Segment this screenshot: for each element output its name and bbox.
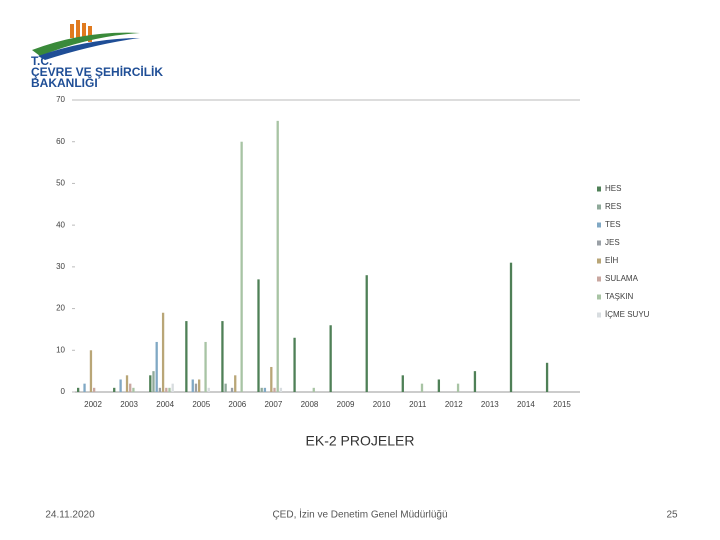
legend-label: HES [605,184,621,193]
bar [83,383,86,392]
bar [329,325,332,392]
chart-title: EK-2 PROJELER [306,433,415,449]
x-tick-label: 2008 [301,400,319,409]
y-tick-label: 20 [56,304,65,313]
legend-label: TES [605,220,621,229]
bar [293,337,296,392]
x-tick-label: 2009 [337,400,355,409]
legend-swatch [597,240,601,246]
bar [224,383,227,392]
legend-label: SULAMA [605,274,639,283]
logo-text: BAKANLIĞI [31,75,98,90]
x-tick-label: 2010 [373,400,391,409]
x-tick-label: 2004 [156,400,174,409]
bar [119,379,122,392]
legend-label: TAŞKIN [605,292,634,301]
x-tick-label: 2015 [553,400,571,409]
logo-text: ÇEVRE VE ŞEHİRCİLİK [31,64,163,79]
bar [545,362,549,392]
bar [194,383,198,392]
y-tick-label: 30 [56,262,65,271]
legend-swatch [597,276,601,282]
y-tick-label: 40 [56,220,65,229]
x-tick-label: 2005 [192,400,210,409]
bar [168,387,171,392]
y-tick-label: 0 [61,387,66,396]
legend-swatch [597,294,601,300]
bar [257,279,260,392]
bar [230,387,234,392]
x-tick-label: 2002 [84,400,102,409]
bar [420,383,424,392]
bar [113,387,116,392]
bar [93,387,96,392]
bar [279,387,283,392]
bar [312,387,315,392]
x-tick-label: 2006 [228,400,246,409]
bar [149,375,152,392]
legend-swatch [597,204,601,210]
y-tick-label: 70 [56,95,65,104]
bar [401,375,404,392]
bar [198,379,201,392]
logo: T.C. ÇEVRE VE ŞEHİRCİLİK BAKANLIĞI [31,20,163,90]
bar [77,387,80,392]
bar [191,379,194,392]
bar [473,371,477,392]
legend-swatch [597,222,601,228]
legend-swatch [597,312,601,318]
bar [263,387,267,392]
bar [437,379,441,392]
footer-organization: ÇED, İzin ve Denetim Genel Müdürlüğü [272,508,447,521]
bar [165,387,168,392]
footer-date: 24.11.2020 [45,510,95,521]
bar [270,366,273,392]
legend-label: JES [605,238,620,247]
y-tick-label: 10 [56,345,65,354]
x-tick-label: 2014 [517,400,535,409]
x-tick-label: 2003 [120,400,138,409]
y-tick-label: 50 [56,179,65,188]
bar [171,383,174,392]
legend-swatch [597,258,601,264]
bar [234,375,237,392]
bar [161,312,165,392]
x-tick-label: 2013 [481,400,499,409]
legend-label: RES [605,202,621,211]
bar [125,375,129,392]
bar [207,387,210,392]
bar [185,321,188,392]
footer-page: 25 [666,510,678,521]
bar [260,387,263,392]
bar [89,350,93,392]
bar [273,387,276,392]
bar [221,321,224,392]
bar [158,387,162,392]
logo-text: T.C. [31,54,52,68]
bar [152,371,155,392]
bar [240,141,243,392]
x-tick-label: 2011 [409,400,427,409]
legend-swatch [597,186,601,192]
bar [365,275,368,392]
x-tick-label: 2012 [445,400,463,409]
bar [509,262,513,392]
x-tick-label: 2007 [264,400,282,409]
legend-label: İÇME SUYU [605,310,650,319]
bar [155,341,158,392]
y-tick-label: 60 [56,137,65,146]
bar [456,383,460,392]
bar [276,120,279,392]
bar [129,383,132,392]
bar [132,387,135,392]
legend-label: EİH [605,256,619,265]
bar [204,341,207,392]
